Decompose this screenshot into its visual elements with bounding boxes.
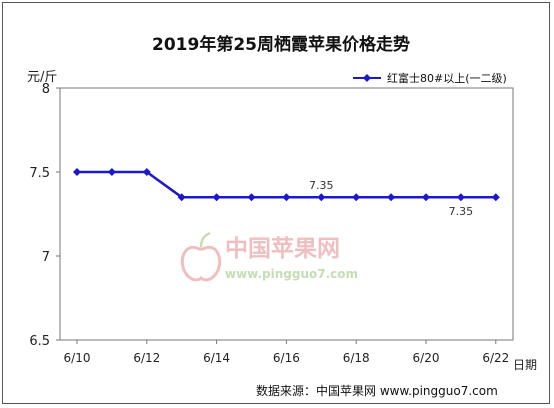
x-tick-label: 6/12 — [133, 351, 160, 365]
watermark-text: 中国苹果网 — [225, 236, 340, 262]
y-tick-label: 8 — [42, 82, 50, 97]
legend: 红富士80#以上(一二级) — [353, 71, 507, 85]
x-axis-ticks: 6/10 6/12 6/14 6/16 6/18 6/20 6/22 — [64, 340, 509, 365]
source-text: 数据来源：中国苹果网 www.pingguo7.com — [256, 383, 498, 398]
data-point — [73, 168, 81, 176]
apple-logo-icon — [180, 231, 222, 282]
watermark-url: www.pingguo7.com — [225, 267, 358, 281]
legend-label: 红富士80#以上(一二级) — [387, 71, 507, 85]
plot-area — [59, 87, 514, 341]
data-labels: 7.35 7.35 — [309, 179, 473, 218]
y-tick-label: 7 — [42, 250, 50, 265]
data-point — [177, 193, 186, 202]
y-axis-unit-label: 元/斤 — [27, 70, 57, 85]
data-point — [282, 193, 291, 202]
x-tick-label: 6/22 — [482, 351, 509, 365]
x-tick-label: 6/10 — [64, 351, 91, 365]
data-point — [142, 168, 151, 176]
series-group — [73, 168, 500, 202]
data-point — [212, 193, 221, 202]
x-tick-label: 6/18 — [343, 351, 370, 365]
data-point — [491, 193, 500, 202]
watermark: 中国苹果网 www.pingguo7.com — [180, 231, 358, 282]
data-point — [247, 193, 256, 202]
y-tick-label: 6.5 — [29, 334, 50, 349]
data-point — [352, 193, 361, 202]
chart-title: 2019年第25周栖霞苹果价格走势 — [152, 34, 410, 55]
data-label: 7.35 — [309, 179, 334, 192]
legend-marker — [363, 74, 371, 82]
line-chart: 2019年第25周栖霞苹果价格走势 元/斤 日期 红富士80#以上(一二级) 中… — [27, 34, 537, 398]
data-point — [317, 193, 326, 202]
data-label: 7.35 — [449, 205, 474, 218]
x-tick-label: 6/14 — [203, 351, 230, 365]
data-point — [387, 193, 396, 202]
y-tick-label: 7.5 — [29, 166, 50, 181]
x-tick-label: 6/20 — [413, 351, 440, 365]
data-point — [422, 193, 430, 202]
y-axis-ticks: 6.5 7 7.5 8 — [29, 82, 60, 349]
x-axis-label: 日期 — [513, 358, 537, 372]
chart-frame: 2019年第25周栖霞苹果价格走势 元/斤 日期 红富士80#以上(一二级) 中… — [2, 2, 550, 404]
data-point — [456, 193, 465, 202]
x-tick-label: 6/16 — [273, 351, 300, 365]
data-point — [107, 168, 116, 176]
